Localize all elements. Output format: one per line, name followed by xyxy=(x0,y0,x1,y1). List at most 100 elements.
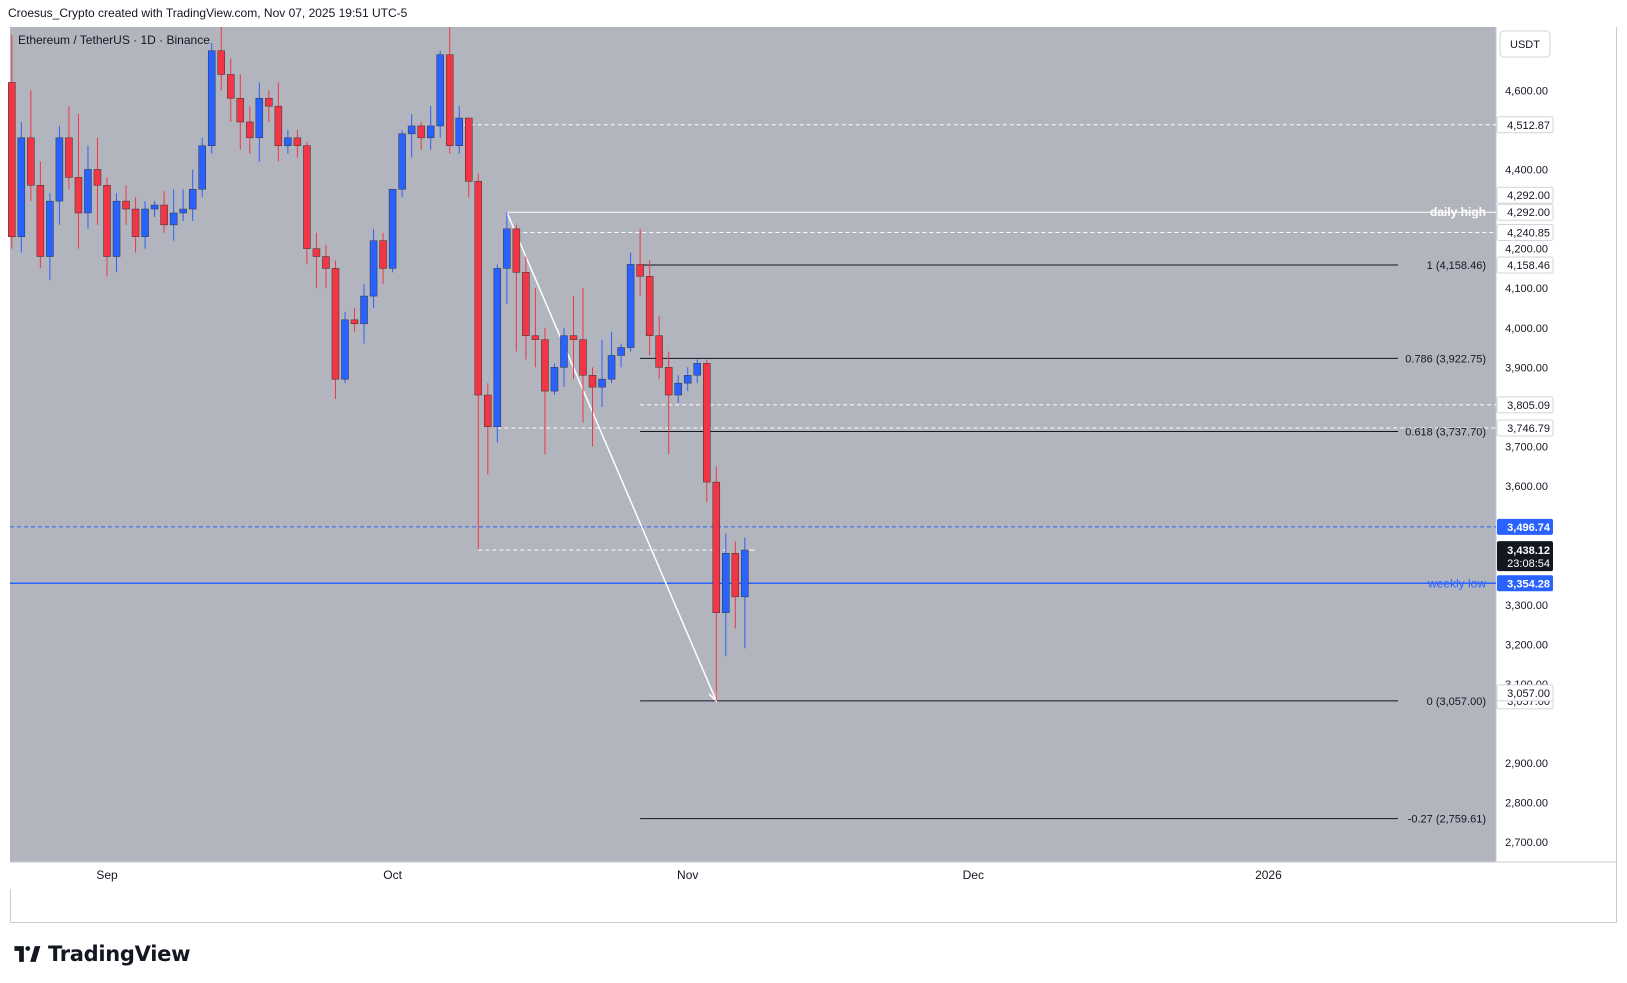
candle-down[interactable] xyxy=(246,121,254,139)
candle-down[interactable] xyxy=(664,367,673,396)
candle-up[interactable] xyxy=(741,549,749,598)
candle-down[interactable] xyxy=(474,181,483,396)
candle-up[interactable] xyxy=(617,347,625,356)
fib-axis-badge xyxy=(1496,256,1554,274)
candle-up[interactable] xyxy=(436,54,444,127)
candle-down[interactable] xyxy=(236,97,245,123)
candle-up[interactable] xyxy=(150,204,159,210)
candle-down[interactable] xyxy=(217,50,225,75)
candle-down[interactable] xyxy=(331,268,340,380)
candle-down[interactable] xyxy=(227,74,235,99)
price-badge xyxy=(1496,396,1554,414)
candle-up[interactable] xyxy=(598,378,606,388)
candle-down[interactable] xyxy=(445,54,454,146)
candle-up[interactable] xyxy=(369,240,378,297)
price-axis[interactable] xyxy=(1496,27,1616,862)
candle-up[interactable] xyxy=(169,212,178,226)
candle-down[interactable] xyxy=(731,553,740,598)
candle-down[interactable] xyxy=(712,481,721,613)
fib-axis-label: 4,158.46 xyxy=(1507,260,1550,272)
candle-up[interactable] xyxy=(188,189,197,210)
candle-up[interactable] xyxy=(341,319,349,380)
price-badge-label: 4,292.00 xyxy=(1507,207,1550,219)
currency-button[interactable] xyxy=(1499,30,1551,58)
candle-up[interactable] xyxy=(388,189,397,269)
candle-up[interactable] xyxy=(426,125,435,139)
candle-up[interactable] xyxy=(17,137,26,237)
candle-down[interactable] xyxy=(322,256,330,269)
candle-up[interactable] xyxy=(560,335,568,368)
candle-up[interactable] xyxy=(207,50,216,146)
plot-area[interactable] xyxy=(10,27,1496,862)
candle-up[interactable] xyxy=(550,367,559,392)
countdown-label: 23:08:54 xyxy=(1507,558,1550,570)
candle-up[interactable] xyxy=(674,382,682,396)
price-badge-label: 3,496.74 xyxy=(1507,522,1551,534)
candle-up[interactable] xyxy=(398,133,406,190)
candle-down[interactable] xyxy=(579,339,587,376)
candle-down[interactable] xyxy=(484,394,492,427)
fib-label: 0.786 (3,922.75) xyxy=(1405,353,1486,365)
price-badge-label: 4,240.85 xyxy=(1507,227,1550,239)
candle-up[interactable] xyxy=(493,268,502,427)
attribution-text: Croesus_Crypto created with TradingView.… xyxy=(8,6,408,20)
candle-down[interactable] xyxy=(303,145,311,249)
candle-down[interactable] xyxy=(522,272,530,336)
candle-up[interactable] xyxy=(626,264,635,348)
candle-down[interactable] xyxy=(293,137,302,146)
candle-down[interactable] xyxy=(65,137,73,178)
candle-down[interactable] xyxy=(36,185,45,257)
candle-up[interactable] xyxy=(179,208,187,214)
candle-up[interactable] xyxy=(112,200,121,257)
candle-up[interactable] xyxy=(360,295,368,325)
candle-up[interactable] xyxy=(46,200,54,257)
candle-up[interactable] xyxy=(198,145,206,190)
candle-down[interactable] xyxy=(531,335,540,340)
last-price-label: 3,438.12 xyxy=(1507,545,1550,557)
candle-down[interactable] xyxy=(74,177,83,214)
candle-down[interactable] xyxy=(122,200,130,210)
candle-up[interactable] xyxy=(503,228,511,269)
tradingview-logo[interactable]: TradingView xyxy=(12,942,190,966)
candle-down[interactable] xyxy=(131,208,140,237)
candle-down[interactable] xyxy=(274,105,283,146)
candle-down[interactable] xyxy=(655,335,663,368)
candle-down[interactable] xyxy=(265,97,273,107)
candle-down[interactable] xyxy=(588,374,597,388)
candle-up[interactable] xyxy=(693,363,701,376)
candle-down[interactable] xyxy=(27,137,35,186)
trend-arrow-line[interactable] xyxy=(506,211,717,702)
candle-down[interactable] xyxy=(569,335,578,340)
candle-down[interactable] xyxy=(312,248,321,257)
candle-up[interactable] xyxy=(455,117,463,146)
candle-down[interactable] xyxy=(8,82,16,237)
tradingview-logo-icon xyxy=(14,946,41,962)
candle-up[interactable] xyxy=(84,169,92,214)
candle-down[interactable] xyxy=(160,204,168,226)
candle-down[interactable] xyxy=(103,185,111,257)
candle-up[interactable] xyxy=(683,374,692,384)
candle-up[interactable] xyxy=(284,137,292,146)
fib-axis-badge xyxy=(1496,684,1554,702)
candle-up[interactable] xyxy=(55,137,64,202)
candle-down[interactable] xyxy=(93,169,102,186)
candle-down[interactable] xyxy=(350,319,359,325)
candle-up[interactable] xyxy=(722,553,730,613)
candle-up[interactable] xyxy=(407,125,416,135)
candle-down[interactable] xyxy=(512,228,521,273)
candle-down[interactable] xyxy=(379,240,387,269)
candle-down[interactable] xyxy=(417,125,425,139)
candle-down[interactable] xyxy=(465,117,473,182)
candle-down[interactable] xyxy=(636,264,644,277)
candle-down[interactable] xyxy=(703,363,711,483)
daily-high-note: daily high xyxy=(1430,205,1486,219)
time-axis[interactable] xyxy=(10,862,1616,889)
price-badge xyxy=(1496,186,1554,204)
candle-up[interactable] xyxy=(141,208,149,237)
candle-down[interactable] xyxy=(645,276,654,336)
candle-up[interactable] xyxy=(607,355,616,380)
candle-down[interactable] xyxy=(541,339,549,392)
candle-up[interactable] xyxy=(255,97,264,139)
price-tick-label: 2,800.00 xyxy=(1505,798,1548,810)
